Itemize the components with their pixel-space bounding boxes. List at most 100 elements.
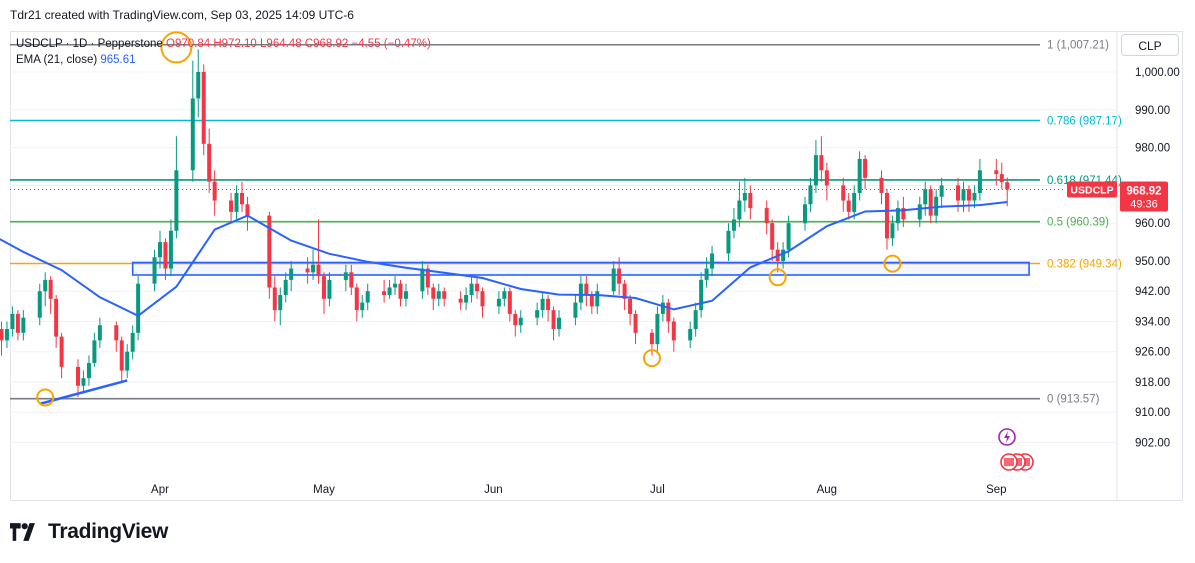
legend-ema-value: 965.61 [100, 54, 136, 66]
candle-body [458, 298, 463, 303]
highlight-circle [642, 349, 661, 368]
candle-body [994, 170, 999, 175]
candle-body [15, 313, 20, 333]
highlight-circle [36, 388, 55, 407]
candle-body [327, 279, 332, 299]
candle-body [802, 204, 807, 224]
price-tick-label: 910.00 [1135, 407, 1170, 419]
candle-body [589, 295, 594, 307]
chart-frame[interactable] [10, 31, 1183, 501]
symbol-tag-label: USDCLP [1070, 184, 1113, 196]
fib-level-label: 0.382 (949.34) [1047, 258, 1122, 270]
candle-body [786, 223, 791, 250]
support-zone-box [131, 261, 1030, 276]
candle-body [464, 295, 469, 303]
candle-body [283, 279, 288, 296]
fib-level-label: 1 (1,007.21) [1047, 40, 1109, 52]
candle-body [425, 268, 430, 288]
highlight-circle [768, 268, 787, 287]
candle-body [972, 192, 977, 201]
candle-body [884, 192, 889, 239]
candle-body [748, 192, 753, 209]
candle-body [239, 192, 244, 205]
candle-body [704, 268, 709, 280]
currency-button[interactable]: CLP [1121, 34, 1179, 56]
candle-body [917, 204, 922, 220]
candles [0, 49, 1010, 398]
candle-body [841, 185, 846, 201]
candle-body [267, 215, 272, 288]
candle-body [278, 295, 283, 311]
candle-body [666, 302, 671, 322]
candle-body [742, 192, 747, 201]
candle-body [365, 291, 370, 303]
candle-body [923, 189, 928, 205]
month-label: May [313, 484, 335, 496]
candle-body [928, 189, 933, 216]
bar-countdown: 49:36 [1130, 198, 1158, 210]
candle-body [546, 298, 551, 311]
candle-body [207, 143, 212, 182]
candle-body [136, 283, 141, 333]
candle-body [119, 340, 124, 371]
candle-body [770, 223, 775, 250]
candle-body [201, 72, 206, 144]
highlight-circle [883, 254, 902, 273]
candle-body [59, 336, 64, 367]
fib-level-label: 0.786 (987.17) [1047, 115, 1122, 127]
price-tick-label: 918.00 [1135, 377, 1170, 389]
price-tick-label: 926.00 [1135, 347, 1170, 359]
price-tick-label: 990.00 [1135, 105, 1170, 117]
candle-body [125, 351, 130, 371]
symbol-tag [1067, 181, 1117, 198]
candle-body [551, 310, 556, 330]
candle-body [518, 317, 523, 326]
tradingview-logo[interactable]: TradingView [10, 520, 168, 544]
legend-ema-label: EMA (21, close) [16, 54, 98, 66]
candle-body [710, 253, 715, 269]
candle-body [1005, 182, 1010, 190]
candle-body [731, 219, 736, 231]
candle-body [857, 158, 862, 193]
candle-body [393, 283, 398, 288]
candle-body [403, 291, 408, 299]
last-price-tag [1120, 181, 1168, 212]
candle-body [97, 325, 102, 341]
candle-body [316, 264, 321, 277]
candle-body [349, 272, 354, 288]
candle-body [688, 329, 693, 341]
candle-body [655, 313, 660, 345]
candle-body [436, 291, 441, 299]
price-tick-label: 950.00 [1135, 256, 1170, 268]
candle-body [535, 310, 540, 318]
candle-body [824, 170, 829, 186]
candle-body [813, 155, 818, 186]
price-tick-label: 980.00 [1135, 143, 1170, 155]
candle-body [633, 313, 638, 333]
candle-body [190, 98, 195, 171]
price-tick-label: 942.00 [1135, 286, 1170, 298]
candle-body [628, 298, 633, 314]
candle-body [37, 291, 42, 318]
candle-body [507, 291, 512, 314]
candle-body [431, 287, 436, 299]
candle-body [863, 158, 868, 178]
candle-body [0, 329, 4, 341]
candle-body [130, 332, 135, 352]
candle-body [660, 302, 665, 314]
candle-body [343, 272, 348, 280]
legend-open: O970.84 [166, 38, 211, 50]
candle-body [819, 155, 824, 171]
candle-body [311, 264, 316, 273]
candle-body [442, 291, 447, 299]
legend-low: L964.48 [260, 38, 302, 50]
candle-body [420, 268, 425, 292]
candle-body [901, 208, 906, 220]
candle-body [693, 310, 698, 330]
chart-caption: Tdr21 created with TradingView.com, Sep … [10, 8, 354, 22]
candle-body [622, 283, 627, 299]
candle-body [114, 325, 119, 341]
candle-body [879, 177, 884, 193]
candle-body [469, 283, 474, 296]
